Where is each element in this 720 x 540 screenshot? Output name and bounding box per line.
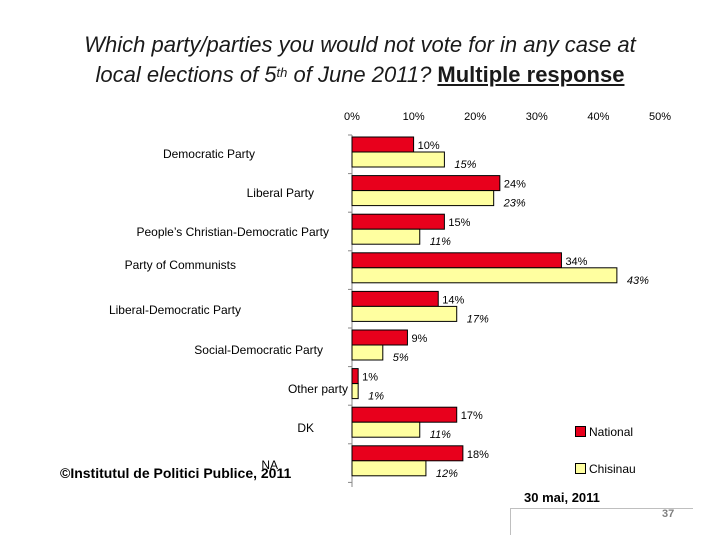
legend-swatch-chisinau [575,463,586,474]
data-label-national: 24% [504,179,526,191]
category-label: People’s Christian-Democratic Party [136,225,329,239]
category-label: Social-Democratic Party [194,343,323,357]
category-label: Democratic Party [163,147,255,161]
data-label-national: 10% [418,140,440,152]
data-label-chisinau: 17% [467,313,489,325]
bar-national [351,445,464,462]
data-label-chisinau: 15% [454,159,476,171]
title-superscript: th [276,65,288,80]
bar-national [351,368,359,385]
bar-chisinau [351,383,359,400]
title-line-2: local elections of 5th of June 2011? Mul… [0,60,720,90]
x-tick-label: 30% [526,111,548,123]
bar-national [351,252,562,269]
legend-label-chisinau: Chisinau [589,462,636,476]
bar-national [351,406,458,423]
title-line-2-mid: of June 2011? [287,62,438,87]
data-label-chisinau: 11% [430,429,451,441]
data-label-national: 1% [362,372,378,384]
bar-chisinau [351,151,445,168]
slide-title: Which party/parties you would not vote f… [0,30,720,90]
x-tick-label: 0% [344,111,360,123]
x-tick-label: 50% [649,111,671,123]
bar-national [351,290,439,307]
footer-divider [510,508,693,535]
data-label-chisinau: 11% [430,236,451,248]
legend-item-national: National [575,425,655,439]
legend-swatch-national [575,426,586,437]
title-multiple-response: Multiple response [437,62,625,87]
bar-national [351,136,415,153]
bar-national [351,329,408,346]
data-label-national: 15% [448,217,470,229]
data-label-national: 34% [565,256,587,268]
category-label: Liberal-Democratic Party [109,303,241,317]
data-label-national: 9% [411,333,427,345]
bar-chisinau [351,460,427,477]
category-label: Party of Communists [125,258,236,272]
data-label-chisinau: 5% [393,352,409,364]
page-number: 37 [662,508,675,520]
category-label: NA [261,458,278,472]
legend-item-chisinau: Chisinau [575,462,655,476]
bar-national [351,175,501,192]
data-label-national: 17% [461,410,483,422]
legend-label-national: National [589,425,634,439]
x-tick-label: 20% [464,111,486,123]
data-label-chisinau: 43% [627,275,649,287]
title-line-1: Which party/parties you would not vote f… [84,32,636,57]
bar-chisinau [351,305,458,322]
copyright-text: ©Institutul de Politici Publice, 2011 [60,465,292,481]
bar-chisinau [351,190,495,207]
bar-chisinau [351,267,618,284]
bar-chisinau [351,228,421,245]
bar-chisinau [351,344,384,361]
date-text: 30 mai, 2011 [524,490,600,505]
bar-chisinau [351,421,421,438]
data-label-national: 18% [467,449,489,461]
category-label: Liberal Party [247,186,314,200]
category-label: Other party [288,382,348,396]
title-line-2-prefix: local elections of 5 [95,62,277,87]
x-tick-label: 10% [403,111,425,123]
x-tick-label: 40% [587,111,609,123]
bar-national [351,213,445,230]
data-label-national: 14% [442,294,464,306]
category-label: DK [297,421,314,435]
data-label-chisinau: 23% [503,198,526,210]
data-label-chisinau: 1% [368,391,384,403]
data-label-chisinau: 12% [436,468,458,480]
